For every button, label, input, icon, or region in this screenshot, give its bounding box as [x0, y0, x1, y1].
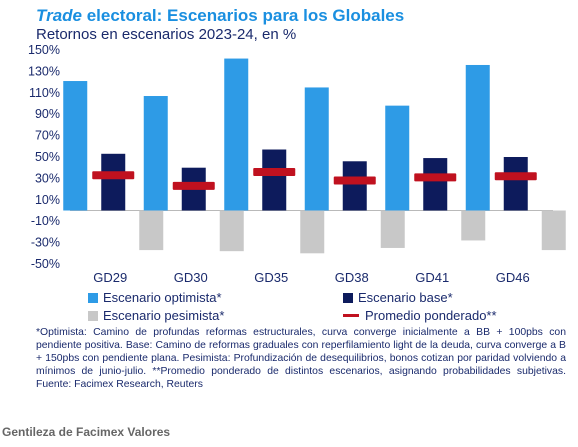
marker-promedio: [414, 173, 457, 182]
bar-pesimista: [380, 210, 405, 248]
chart-title: Trade electoral: Escenarios para los Glo…: [36, 6, 404, 26]
y-tick-label: -10%: [31, 214, 60, 228]
legend-item-promedio: Promedio ponderado**: [343, 308, 497, 323]
legend-item-base: Escenario base*: [343, 290, 453, 305]
y-tick-label: 70%: [35, 129, 60, 143]
legend-item-pesimista: Escenario pesimista*: [88, 308, 224, 323]
bar-base: [262, 149, 287, 211]
x-tick-label: GD29: [93, 270, 127, 285]
marker-promedio: [494, 172, 537, 181]
marker-promedio: [172, 181, 215, 190]
bar-optimista: [224, 58, 249, 211]
photo-credit: Gentileza de Facimex Valores: [2, 425, 171, 439]
x-tick-label: GD35: [254, 270, 288, 285]
chart-footnote: *Optimista: Camino de profundas reformas…: [36, 327, 566, 390]
bar-chart: 150% 130% 110% 90% 70% 50% 30% 10% -10% -30% -50% G…: [28, 43, 566, 285]
bar-pesimista: [219, 210, 244, 252]
legend-label-base: Escenario base*: [358, 290, 453, 305]
x-tick-label: GD38: [335, 270, 369, 285]
legend-label-optimista: Escenario optimista*: [103, 290, 222, 305]
bar-base: [423, 158, 448, 211]
legend-swatch-base: [343, 292, 353, 303]
y-tick-label: 110%: [29, 86, 60, 100]
chart-subtitle: Retornos en escenarios 2023-24, en %: [36, 26, 297, 43]
marker-promedio: [92, 171, 135, 180]
y-tick-label: 130%: [28, 64, 60, 78]
y-tick-label: 50%: [35, 150, 60, 164]
x-tick-label: GD30: [174, 270, 208, 285]
legend-label-pesimista: Escenario pesimista*: [103, 308, 225, 323]
y-tick-label: 10%: [35, 193, 60, 207]
chart-card: Trade electoral: Escenarios para los Glo…: [8, 0, 570, 402]
x-tick-label: GD46: [496, 270, 530, 285]
title-rest: electoral: Escenarios para los Globales: [82, 6, 405, 25]
bar-pesimista: [300, 210, 325, 254]
marker-promedio: [253, 167, 296, 176]
bar-optimista: [465, 64, 490, 211]
legend-swatch-pesimista: [88, 310, 98, 321]
bar-optimista: [304, 87, 329, 211]
y-tick-label: -30%: [31, 236, 60, 250]
y-tick-label: -50%: [31, 257, 60, 271]
bar-optimista: [385, 105, 410, 211]
legend-swatch-optimista: [88, 292, 98, 303]
bar-base: [503, 157, 528, 211]
bar-pesimista: [541, 210, 566, 251]
bar-base: [101, 153, 126, 211]
legend-swatch-promedio: [343, 314, 359, 317]
y-tick-label: 90%: [35, 107, 60, 121]
y-tick-label: 150%: [28, 43, 60, 57]
bar-base: [342, 161, 367, 211]
marker-promedio: [333, 176, 376, 185]
bar-pesimista: [461, 210, 486, 241]
bar-optimista: [143, 96, 168, 211]
x-tick-label: GD41: [415, 270, 449, 285]
legend-label-promedio: Promedio ponderado**: [365, 308, 497, 323]
bar-optimista: [63, 81, 88, 211]
legend-item-optimista: Escenario optimista*: [88, 290, 222, 305]
title-emphasis: Trade: [36, 6, 82, 25]
y-tick-label: 30%: [35, 171, 60, 185]
bar-pesimista: [139, 210, 164, 251]
